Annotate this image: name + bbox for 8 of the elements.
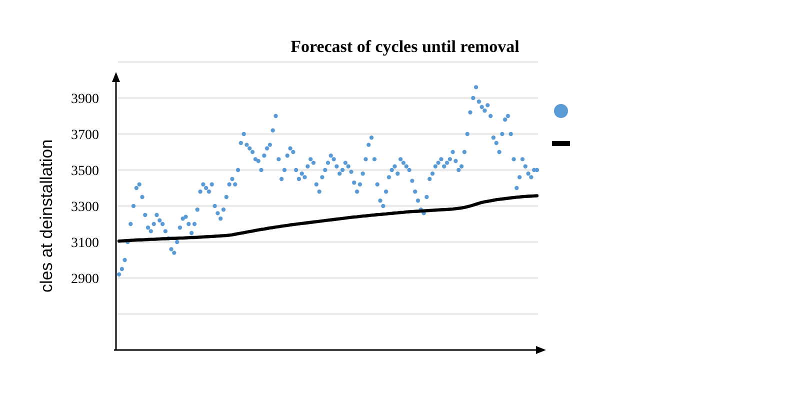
y-tick-label: 3700 xyxy=(71,128,99,143)
y-tick-label: 2900 xyxy=(71,272,99,287)
y-tick-label: 3900 xyxy=(71,92,99,107)
y-tick-label: 3300 xyxy=(71,200,99,215)
chart-title: Forecast of cycles until removal xyxy=(290,37,520,56)
y-axis-title: cles at deinstallation xyxy=(37,139,56,293)
y-tick-label: 3500 xyxy=(71,164,99,179)
y-tick-label: 3100 xyxy=(71,236,99,251)
